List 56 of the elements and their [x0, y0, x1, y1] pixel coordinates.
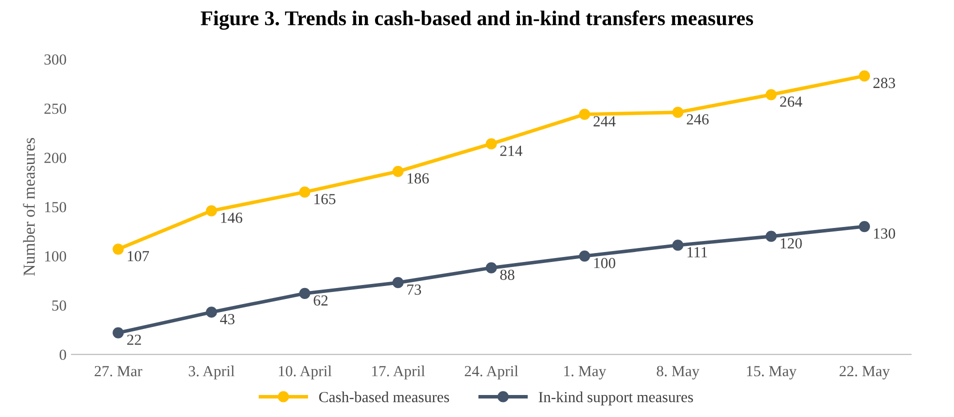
- data-label: 244: [594, 116, 616, 126]
- y-tick-label: 100: [45, 251, 66, 262]
- y-tick-label: 0: [60, 350, 66, 360]
- point: [392, 166, 404, 177]
- data-label: 88: [500, 270, 514, 280]
- legend-label: Cash-based measures: [319, 391, 450, 402]
- point: [486, 138, 497, 150]
- data-label: 130: [874, 228, 896, 239]
- point: [579, 250, 590, 262]
- data-label: 43: [220, 314, 234, 324]
- point: [672, 240, 684, 251]
- point: [112, 327, 124, 338]
- x-tick-label: 10. April: [278, 366, 332, 380]
- data-label: 165: [314, 194, 336, 204]
- x-tick-label: 15. May: [747, 366, 797, 380]
- data-label: 73: [407, 284, 422, 295]
- y-tick-label: 50: [52, 300, 66, 311]
- point: [579, 108, 590, 120]
- x-tick-label: 27. Mar: [94, 366, 142, 376]
- data-label: 107: [128, 250, 149, 262]
- x-tick-label: 22. May: [840, 366, 890, 380]
- point: [299, 288, 310, 299]
- data-label: 246: [686, 114, 709, 125]
- point: [392, 277, 404, 288]
- x-tick-label: 24. April: [464, 366, 518, 380]
- data-label: 111: [688, 247, 708, 258]
- chart-title: Figure 3. Trends in cash-based and in-kind transfers measures: [200, 10, 754, 30]
- x-tick-label: 1. May: [564, 366, 606, 380]
- data-label: 120: [780, 238, 802, 249]
- data-label: 186: [408, 173, 429, 184]
- legend-label: In-kind support measures: [538, 391, 693, 406]
- y-tick-label: 150: [45, 202, 66, 212]
- y-axis-title: Number of measures: [22, 138, 35, 276]
- point: [206, 205, 218, 216]
- data-label: 264: [780, 96, 802, 107]
- point: [766, 230, 777, 242]
- y-tick-label: 200: [44, 152, 66, 164]
- point: [766, 89, 777, 100]
- y-tick-label: 300: [44, 54, 66, 65]
- point: [672, 106, 684, 118]
- data-label: 283: [873, 78, 896, 88]
- y-tick-label: 250: [44, 104, 66, 114]
- point: [112, 244, 124, 255]
- point: [206, 306, 218, 318]
- data-label: 62: [314, 295, 328, 306]
- data-label: 146: [221, 212, 242, 223]
- x-tick-label: 3. April: [188, 366, 235, 380]
- x-tick-label: 8. May: [656, 366, 700, 380]
- data-label: 214: [500, 146, 522, 156]
- data-label: 22: [127, 334, 141, 345]
- data-label: 100: [594, 258, 616, 268]
- point: [486, 262, 497, 274]
- x-tick-label: 17. April: [372, 366, 425, 380]
- point: [299, 186, 310, 198]
- point: [858, 220, 870, 232]
- point: [858, 70, 870, 82]
